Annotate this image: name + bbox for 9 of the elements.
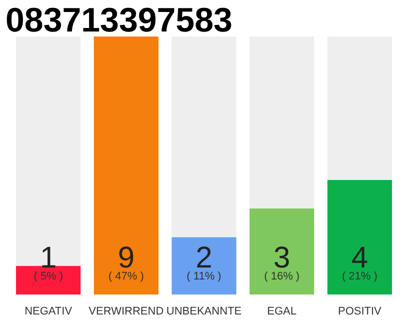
x-tick-label: NEGATIV [24,306,73,318]
annotation: ( 16% ) [264,270,300,282]
chart-title: 083713397583 [6,2,232,40]
annotation: ( 11% ) [186,270,222,282]
x-tick-label: POSITIV [338,306,382,318]
x-tick-label: VERWIRREND [88,306,164,318]
x-tick-label: UNBEKANNTE [166,306,242,318]
x-tick-label: EGAL [267,306,297,318]
annotation: ( 21% ) [342,270,378,282]
